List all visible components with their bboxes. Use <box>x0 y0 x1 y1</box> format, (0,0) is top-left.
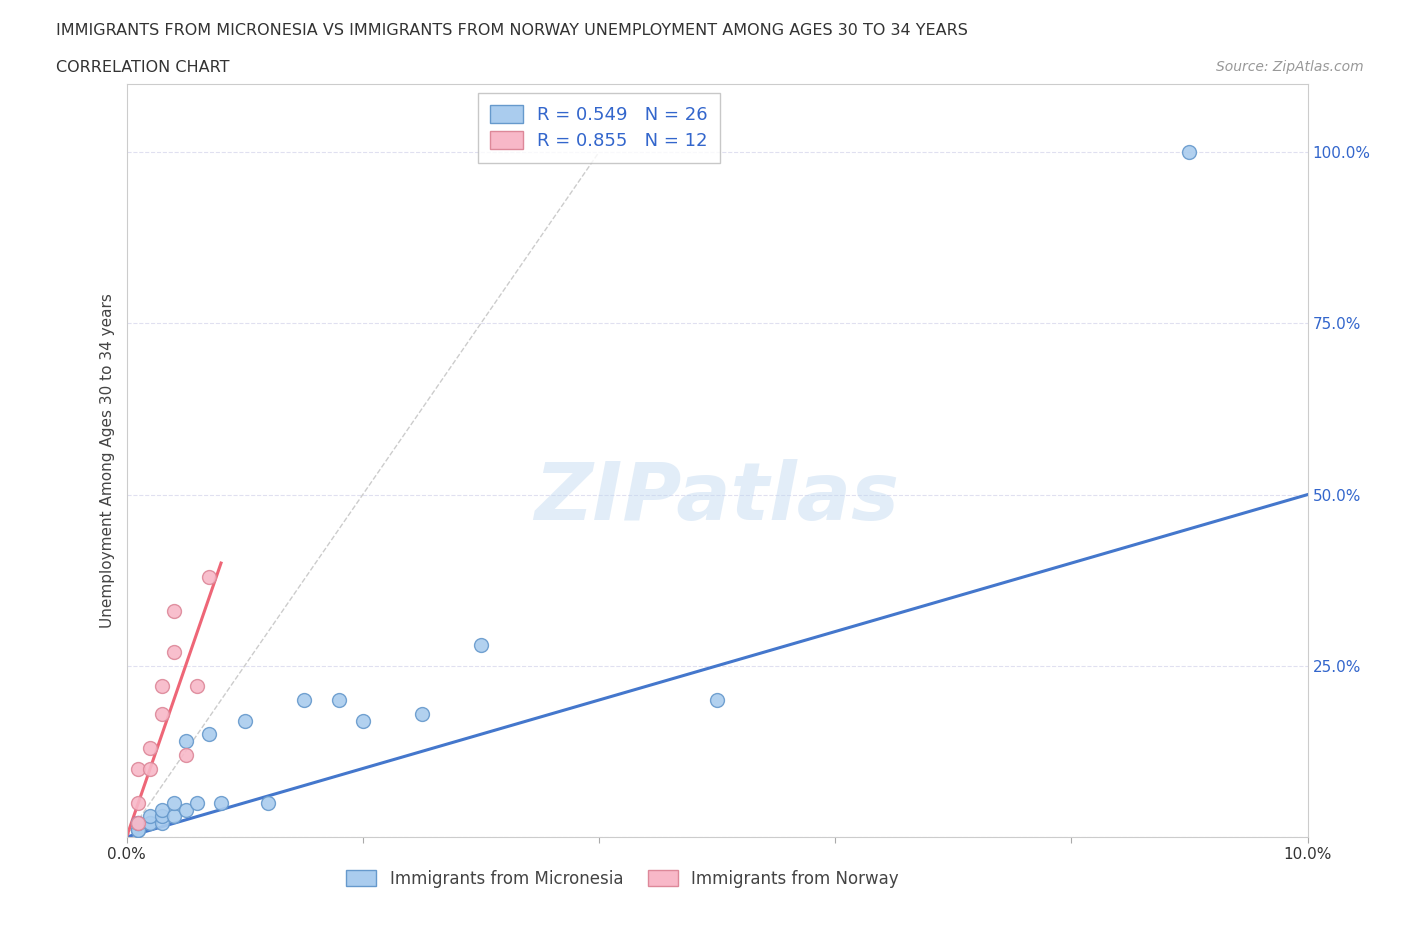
Point <box>209 795 232 810</box>
Point <box>257 795 280 810</box>
Point <box>139 761 162 776</box>
Point <box>127 816 149 830</box>
Point <box>139 740 162 755</box>
Point <box>127 823 149 838</box>
Point <box>1178 145 1201 160</box>
Point <box>150 706 173 721</box>
Point <box>292 693 315 708</box>
Point <box>198 569 221 584</box>
Text: CORRELATION CHART: CORRELATION CHART <box>56 60 229 75</box>
Point <box>127 816 149 830</box>
Point <box>127 761 149 776</box>
Point <box>163 644 186 659</box>
Point <box>328 693 350 708</box>
Point <box>470 638 492 653</box>
Point <box>174 734 197 749</box>
Point <box>139 809 162 824</box>
Point <box>174 748 197 763</box>
Point <box>233 713 256 728</box>
Point <box>127 823 149 838</box>
Point <box>150 809 173 824</box>
Point <box>186 795 208 810</box>
Point <box>150 679 173 694</box>
Legend: Immigrants from Micronesia, Immigrants from Norway: Immigrants from Micronesia, Immigrants f… <box>337 862 907 897</box>
Point <box>411 706 433 721</box>
Point <box>150 816 173 830</box>
Point <box>186 679 208 694</box>
Point <box>174 803 197 817</box>
Text: IMMIGRANTS FROM MICRONESIA VS IMMIGRANTS FROM NORWAY UNEMPLOYMENT AMONG AGES 30 : IMMIGRANTS FROM MICRONESIA VS IMMIGRANTS… <box>56 23 969 38</box>
Point <box>163 604 186 618</box>
Point <box>352 713 374 728</box>
Point <box>706 693 728 708</box>
Point <box>150 803 173 817</box>
Text: ZIPatlas: ZIPatlas <box>534 459 900 537</box>
Point <box>127 816 149 830</box>
Point <box>139 816 162 830</box>
Point <box>198 727 221 742</box>
Text: Source: ZipAtlas.com: Source: ZipAtlas.com <box>1216 60 1364 74</box>
Point <box>127 795 149 810</box>
Point <box>139 816 162 830</box>
Point <box>163 809 186 824</box>
Point <box>163 795 186 810</box>
Y-axis label: Unemployment Among Ages 30 to 34 years: Unemployment Among Ages 30 to 34 years <box>100 293 115 628</box>
